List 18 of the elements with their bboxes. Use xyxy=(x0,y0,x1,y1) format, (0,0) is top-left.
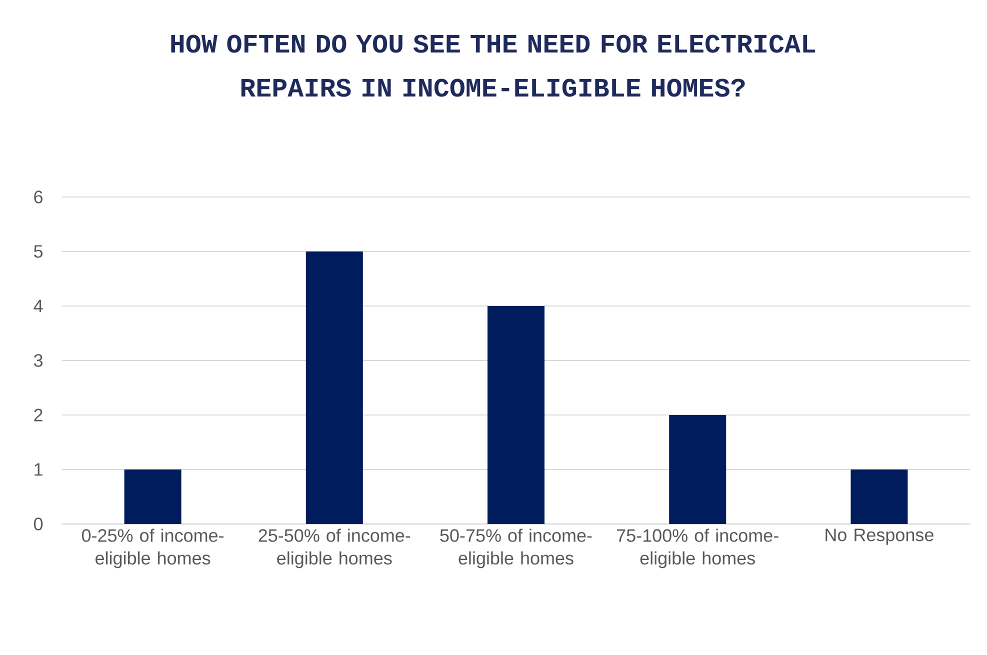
y-tick-label: 3 xyxy=(34,354,43,367)
y-tick-label: 1 xyxy=(34,463,42,476)
bar xyxy=(850,469,908,524)
chart-title: HOW OFTEN DO YOU SEE THE NEED FOR ELECTRICAL REPAIRS IN INCOME-ELIGIBLE HOMES? xyxy=(171,34,816,97)
x-tick-label: 0-25% of income-eligible homes xyxy=(82,528,224,568)
bar xyxy=(488,306,545,524)
x-tick-label: No Response xyxy=(826,528,934,545)
bar xyxy=(669,414,726,524)
y-tick-label: 6 xyxy=(34,190,43,204)
y-tick-label: 2 xyxy=(34,408,42,422)
y-tick-label: 4 xyxy=(34,300,43,312)
bar xyxy=(124,469,182,524)
x-tick-label: 75-100% of income-eligible homes xyxy=(616,528,778,568)
x-tick-label: 50-75% of income-eligible homes xyxy=(440,528,592,568)
y-tick-label: 5 xyxy=(34,245,43,258)
x-tick-label: 25-50% of income-eligible homes xyxy=(258,528,410,568)
bar xyxy=(306,251,363,524)
y-tick-label: 0 xyxy=(34,518,43,530)
